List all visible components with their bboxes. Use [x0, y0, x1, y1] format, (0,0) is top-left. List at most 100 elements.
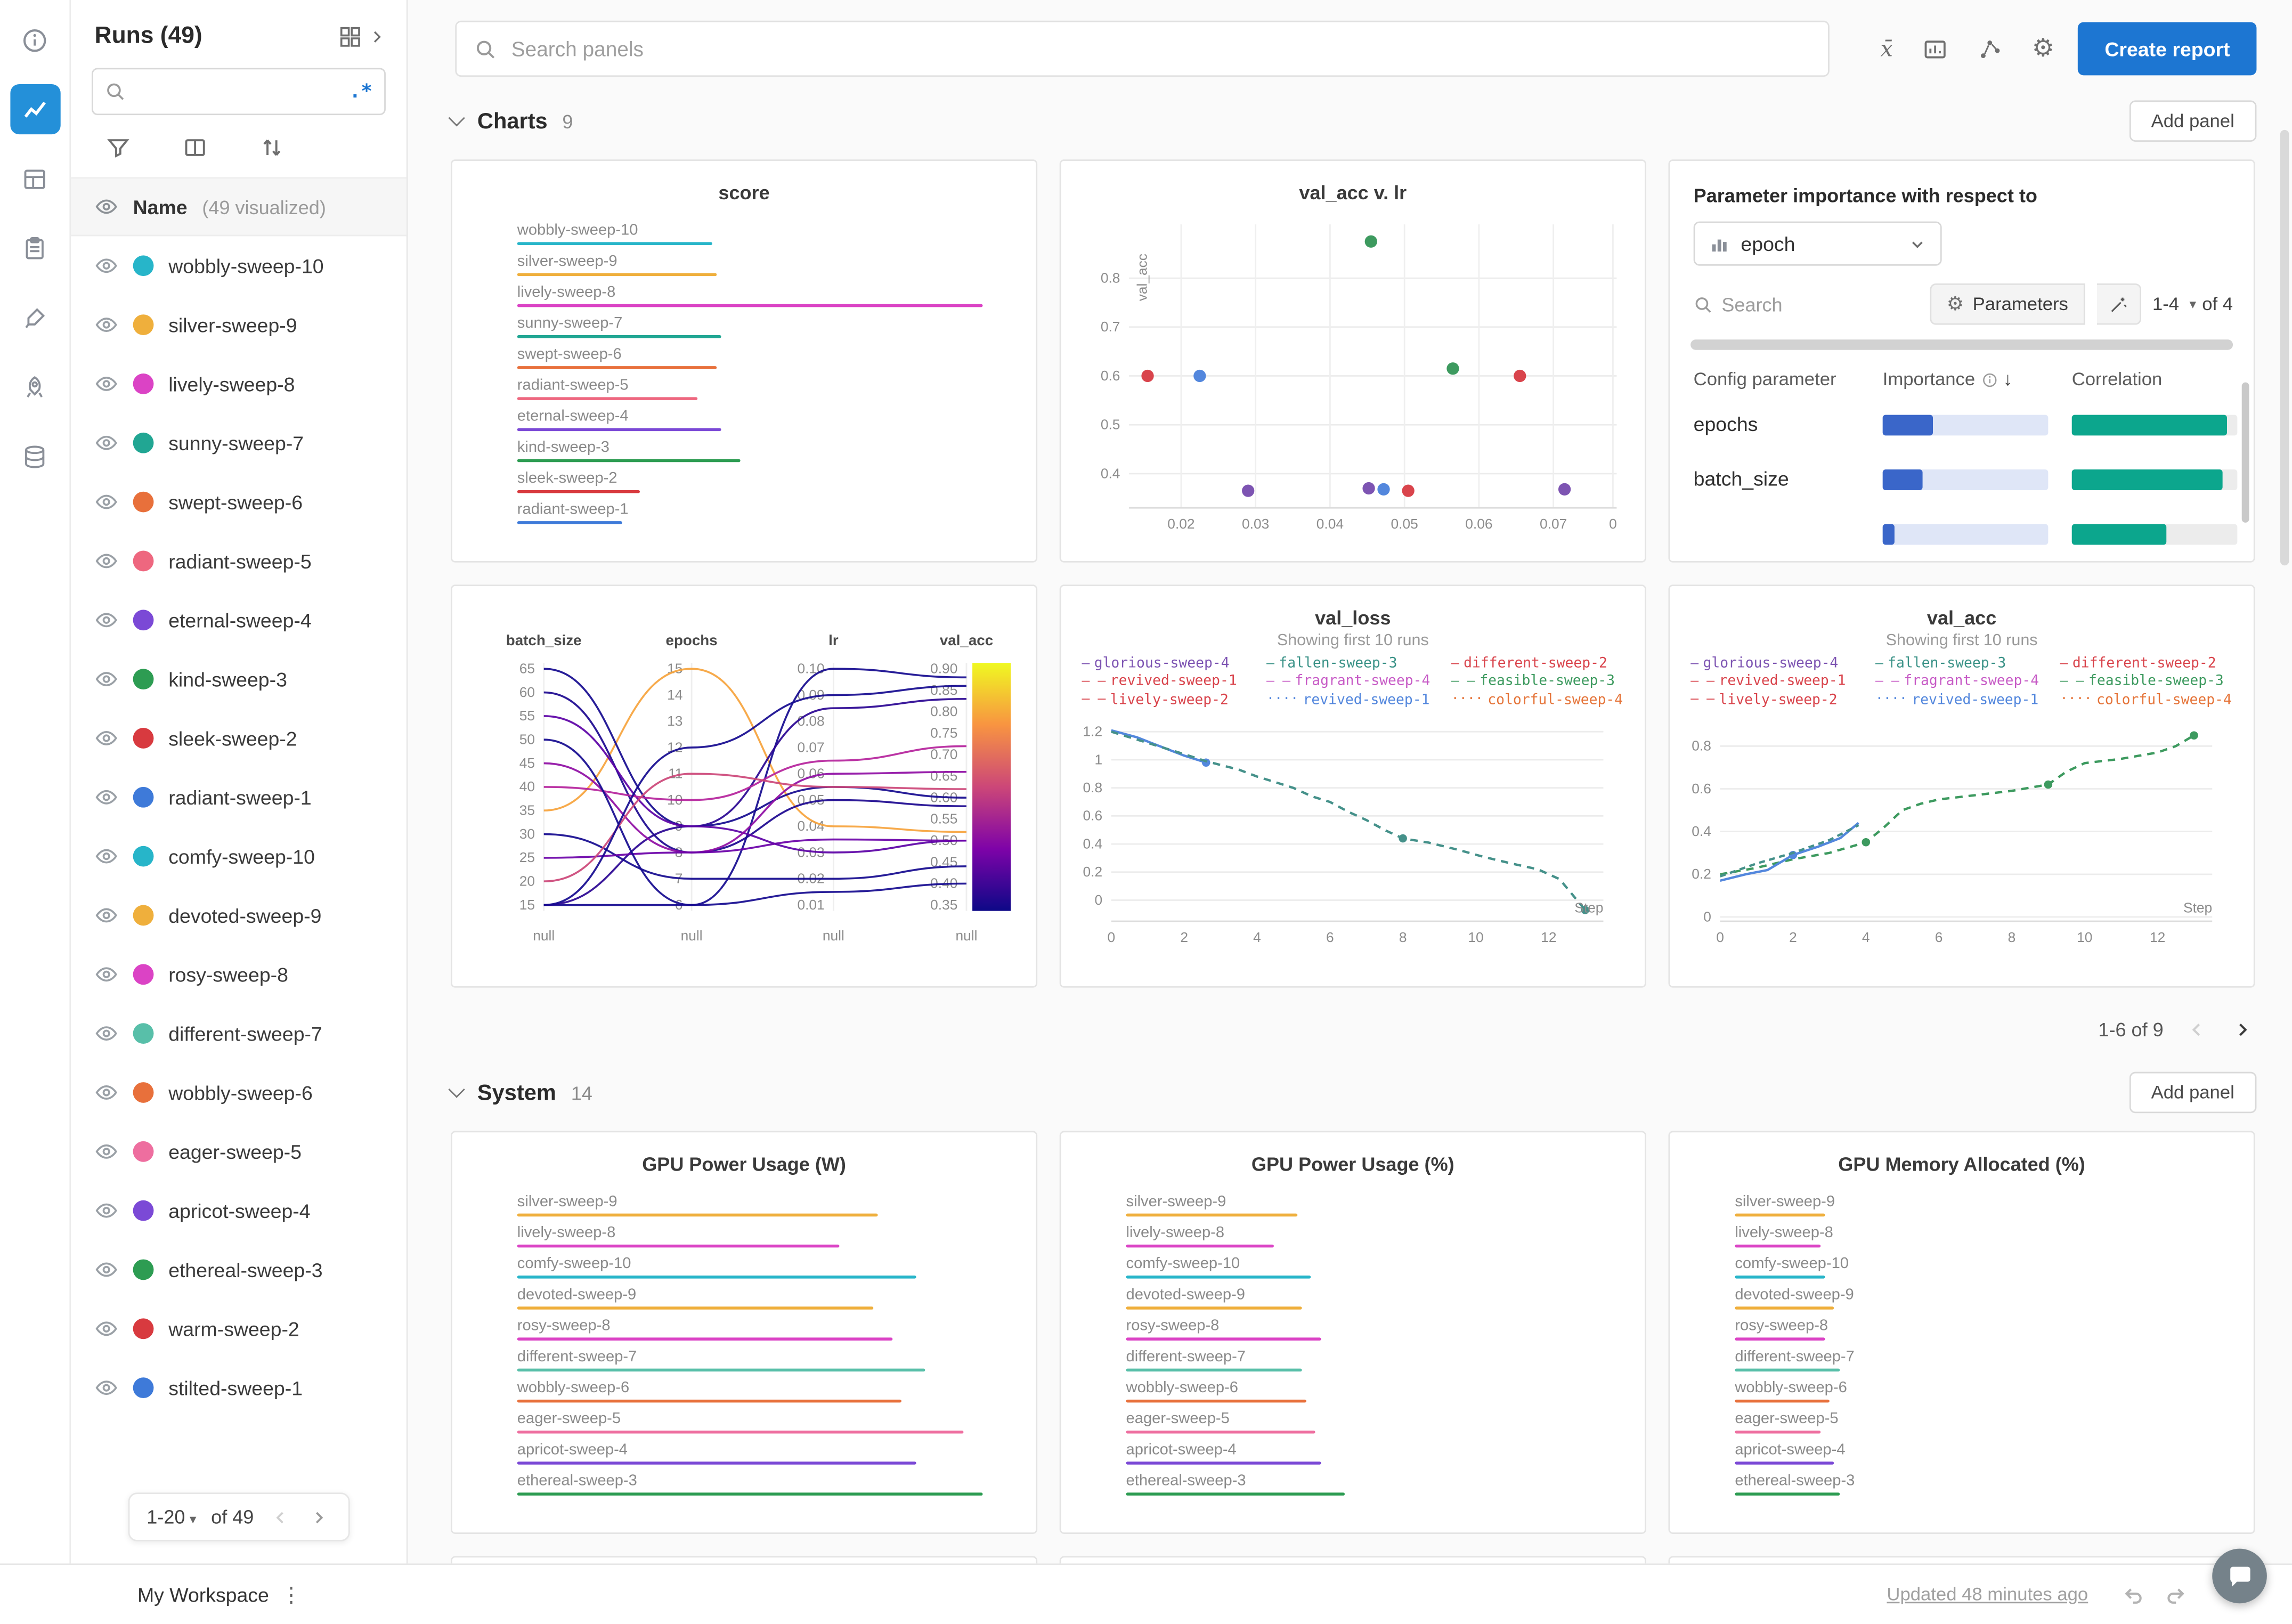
- redo-icon[interactable]: [2165, 1582, 2188, 1606]
- run-row[interactable]: radiant-sweep-5: [71, 532, 407, 591]
- run-row[interactable]: stilted-sweep-1: [71, 1358, 407, 1417]
- legend-item[interactable]: — fallen-sweep-3: [1875, 655, 2006, 672]
- add-panel-button[interactable]: Add panel: [2129, 100, 2257, 142]
- sweeps-brush-icon[interactable]: [10, 293, 60, 343]
- parameters-button[interactable]: ⚙ Parameters: [1930, 283, 2085, 325]
- create-report-button[interactable]: Create report: [2078, 22, 2257, 76]
- eye-icon[interactable]: [95, 1376, 118, 1399]
- parameter-search[interactable]: Search: [1694, 293, 1919, 315]
- next-page-icon[interactable]: [2230, 1019, 2255, 1038]
- runs-grid-icon[interactable]: [338, 25, 362, 48]
- eye-icon[interactable]: [95, 313, 118, 336]
- run-row[interactable]: swept-sweep-6: [71, 473, 407, 532]
- run-row[interactable]: lively-sweep-8: [71, 354, 407, 413]
- eye-icon[interactable]: [95, 963, 118, 986]
- run-row[interactable]: sleek-sweep-2: [71, 709, 407, 768]
- collapse-sidebar-icon[interactable]: [368, 28, 386, 46]
- eye-icon[interactable]: [95, 726, 118, 750]
- panel-gpu-power-pct[interactable]: GPU Power Usage (%) silver-sweep-9 livel…: [1059, 1131, 1646, 1534]
- run-row[interactable]: sunny-sweep-7: [71, 413, 407, 473]
- legend-item[interactable]: – – fragrant-sweep-4: [1266, 673, 1431, 691]
- eye-icon[interactable]: [95, 254, 118, 278]
- run-row[interactable]: comfy-sweep-10: [71, 827, 407, 886]
- legend-item[interactable]: – – feasible-sweep-3: [2060, 673, 2224, 691]
- magic-wand-button[interactable]: [2096, 283, 2141, 325]
- metric-dropdown[interactable]: epoch: [1693, 221, 1942, 266]
- legend-item[interactable]: ···· revived-sweep-1: [1875, 692, 2039, 709]
- run-row[interactable]: rosy-sweep-8: [71, 945, 407, 1004]
- legend-item[interactable]: ···· revived-sweep-1: [1266, 692, 1430, 709]
- prev-page-icon[interactable]: [269, 1508, 292, 1525]
- launch-rocket-icon[interactable]: [10, 362, 60, 412]
- eye-icon[interactable]: [95, 667, 118, 691]
- settings-gear-icon[interactable]: ⚙: [2031, 34, 2055, 62]
- panel-val-acc-v-lr[interactable]: val_acc v. lr 0.8 0.7 0.6 0.5 0.4 0.02 0.03 0.0…: [1059, 159, 1646, 563]
- panel-val-loss[interactable]: val_loss Showing first 10 runs — gloriou…: [1059, 584, 1646, 988]
- legend-item[interactable]: — glorious-sweep-4: [1690, 655, 1839, 672]
- eye-icon[interactable]: [95, 1317, 118, 1341]
- charts-workspace-icon[interactable]: [10, 84, 60, 135]
- importance-row[interactable]: [1694, 506, 2254, 561]
- info-icon[interactable]: [10, 15, 60, 65]
- val-loss-chart[interactable]: 1.2 1 0.8 0.6 0.4 0.2 0 0 2 4 6 8 10 12 Step: [1061, 709, 1627, 957]
- legend-item[interactable]: – – revived-sweep-1: [1690, 673, 1846, 691]
- scatter-chart[interactable]: 0.8 0.7 0.6 0.5 0.4 0.02 0.03 0.04 0.05 0.06 0.07 0…: [1061, 204, 1630, 546]
- add-panel-button[interactable]: Add panel: [2129, 1071, 2257, 1114]
- parameter-pagination[interactable]: 1-4 ▾ of 4: [2152, 294, 2233, 315]
- regex-toggle[interactable]: .*: [349, 80, 372, 103]
- main-scrollbar-thumb[interactable]: [2280, 129, 2289, 566]
- legend-item[interactable]: — fallen-sweep-3: [1266, 655, 1397, 672]
- legend-item[interactable]: – – revived-sweep-1: [1082, 673, 1237, 691]
- sort-icon[interactable]: [260, 136, 283, 159]
- chevron-down-icon[interactable]: [448, 1081, 465, 1098]
- run-row[interactable]: warm-sweep-2: [71, 1299, 407, 1358]
- eye-icon[interactable]: [95, 431, 118, 454]
- importance-row[interactable]: batch_size: [1694, 452, 2254, 507]
- eye-icon[interactable]: [95, 1021, 118, 1045]
- help-chat-button[interactable]: [2212, 1548, 2267, 1604]
- panel-val-acc[interactable]: val_acc Showing first 10 runs — glorious…: [1668, 584, 2255, 988]
- legend-item[interactable]: ···· colorful-sweep-4: [1451, 692, 1623, 709]
- legend-item[interactable]: – – feasible-sweep-3: [1451, 673, 1615, 691]
- search-panels-input[interactable]: [508, 35, 1810, 62]
- eye-icon[interactable]: [95, 490, 118, 514]
- undo-icon[interactable]: [2120, 1582, 2144, 1606]
- col-config-parameter[interactable]: Config parameter: [1693, 369, 1836, 390]
- eye-icon[interactable]: [95, 904, 118, 927]
- panel-parameter-importance[interactable]: Parameter importance with respect to epo…: [1668, 159, 2255, 563]
- runs-list-header[interactable]: Name (49 visualized): [71, 177, 407, 237]
- legend-item[interactable]: – – lively-sweep-2: [1082, 692, 1229, 709]
- panel-partial[interactable]: [1059, 1556, 1646, 1565]
- val-acc-chart[interactable]: 0.8 0.6 0.4 0.2 00 2 4 6 8 10 12 Step: [1670, 709, 2236, 957]
- workspace-name[interactable]: My Workspace: [137, 1583, 269, 1606]
- run-row[interactable]: devoted-sweep-9: [71, 886, 407, 945]
- workspace-menu-icon[interactable]: ⋮: [281, 1582, 302, 1606]
- vertical-scrollbar[interactable]: [2241, 382, 2249, 523]
- col-importance[interactable]: Importance ↓: [1882, 369, 2013, 390]
- mean-aggregate-icon[interactable]: x̄: [1880, 35, 1893, 62]
- columns-icon[interactable]: [183, 136, 207, 159]
- run-row[interactable]: wobbly-sweep-6: [71, 1063, 407, 1122]
- parallel-coordinates-chart[interactable]: batch_size 65 60 55 50 45 40 35 30 25 20 15 null epoc…: [452, 586, 1033, 967]
- run-row[interactable]: different-sweep-7: [71, 1004, 407, 1063]
- eye-icon[interactable]: [95, 785, 118, 809]
- importance-row[interactable]: epochs: [1694, 397, 2254, 452]
- next-page-icon[interactable]: [307, 1508, 330, 1525]
- run-row[interactable]: kind-sweep-3: [71, 649, 407, 709]
- panel-layout-icon[interactable]: [1922, 36, 1947, 61]
- run-row[interactable]: apricot-sweep-4: [71, 1181, 407, 1240]
- run-row[interactable]: radiant-sweep-1: [71, 768, 407, 827]
- page-range-select[interactable]: 1-20 ▾: [147, 1506, 197, 1528]
- panel-gpu-power-w[interactable]: GPU Power Usage (W) silver-sweep-9 livel…: [450, 1131, 1038, 1534]
- legend-item[interactable]: — glorious-sweep-4: [1082, 655, 1230, 672]
- col-correlation[interactable]: Correlation: [2071, 369, 2163, 390]
- eye-icon[interactable]: [95, 1199, 118, 1222]
- filter-icon[interactable]: [107, 136, 130, 159]
- legend-item[interactable]: – – fragrant-sweep-4: [1875, 673, 2039, 691]
- run-row[interactable]: wobbly-sweep-10: [71, 236, 407, 295]
- eye-icon[interactable]: [95, 1140, 118, 1163]
- panel-score[interactable]: score wobbly-sweep-10 silver-sweep-9: [450, 159, 1038, 563]
- legend-item[interactable]: – – lively-sweep-2: [1690, 692, 1838, 709]
- prev-page-icon[interactable]: [2184, 1019, 2209, 1038]
- run-row[interactable]: silver-sweep-9: [71, 295, 407, 354]
